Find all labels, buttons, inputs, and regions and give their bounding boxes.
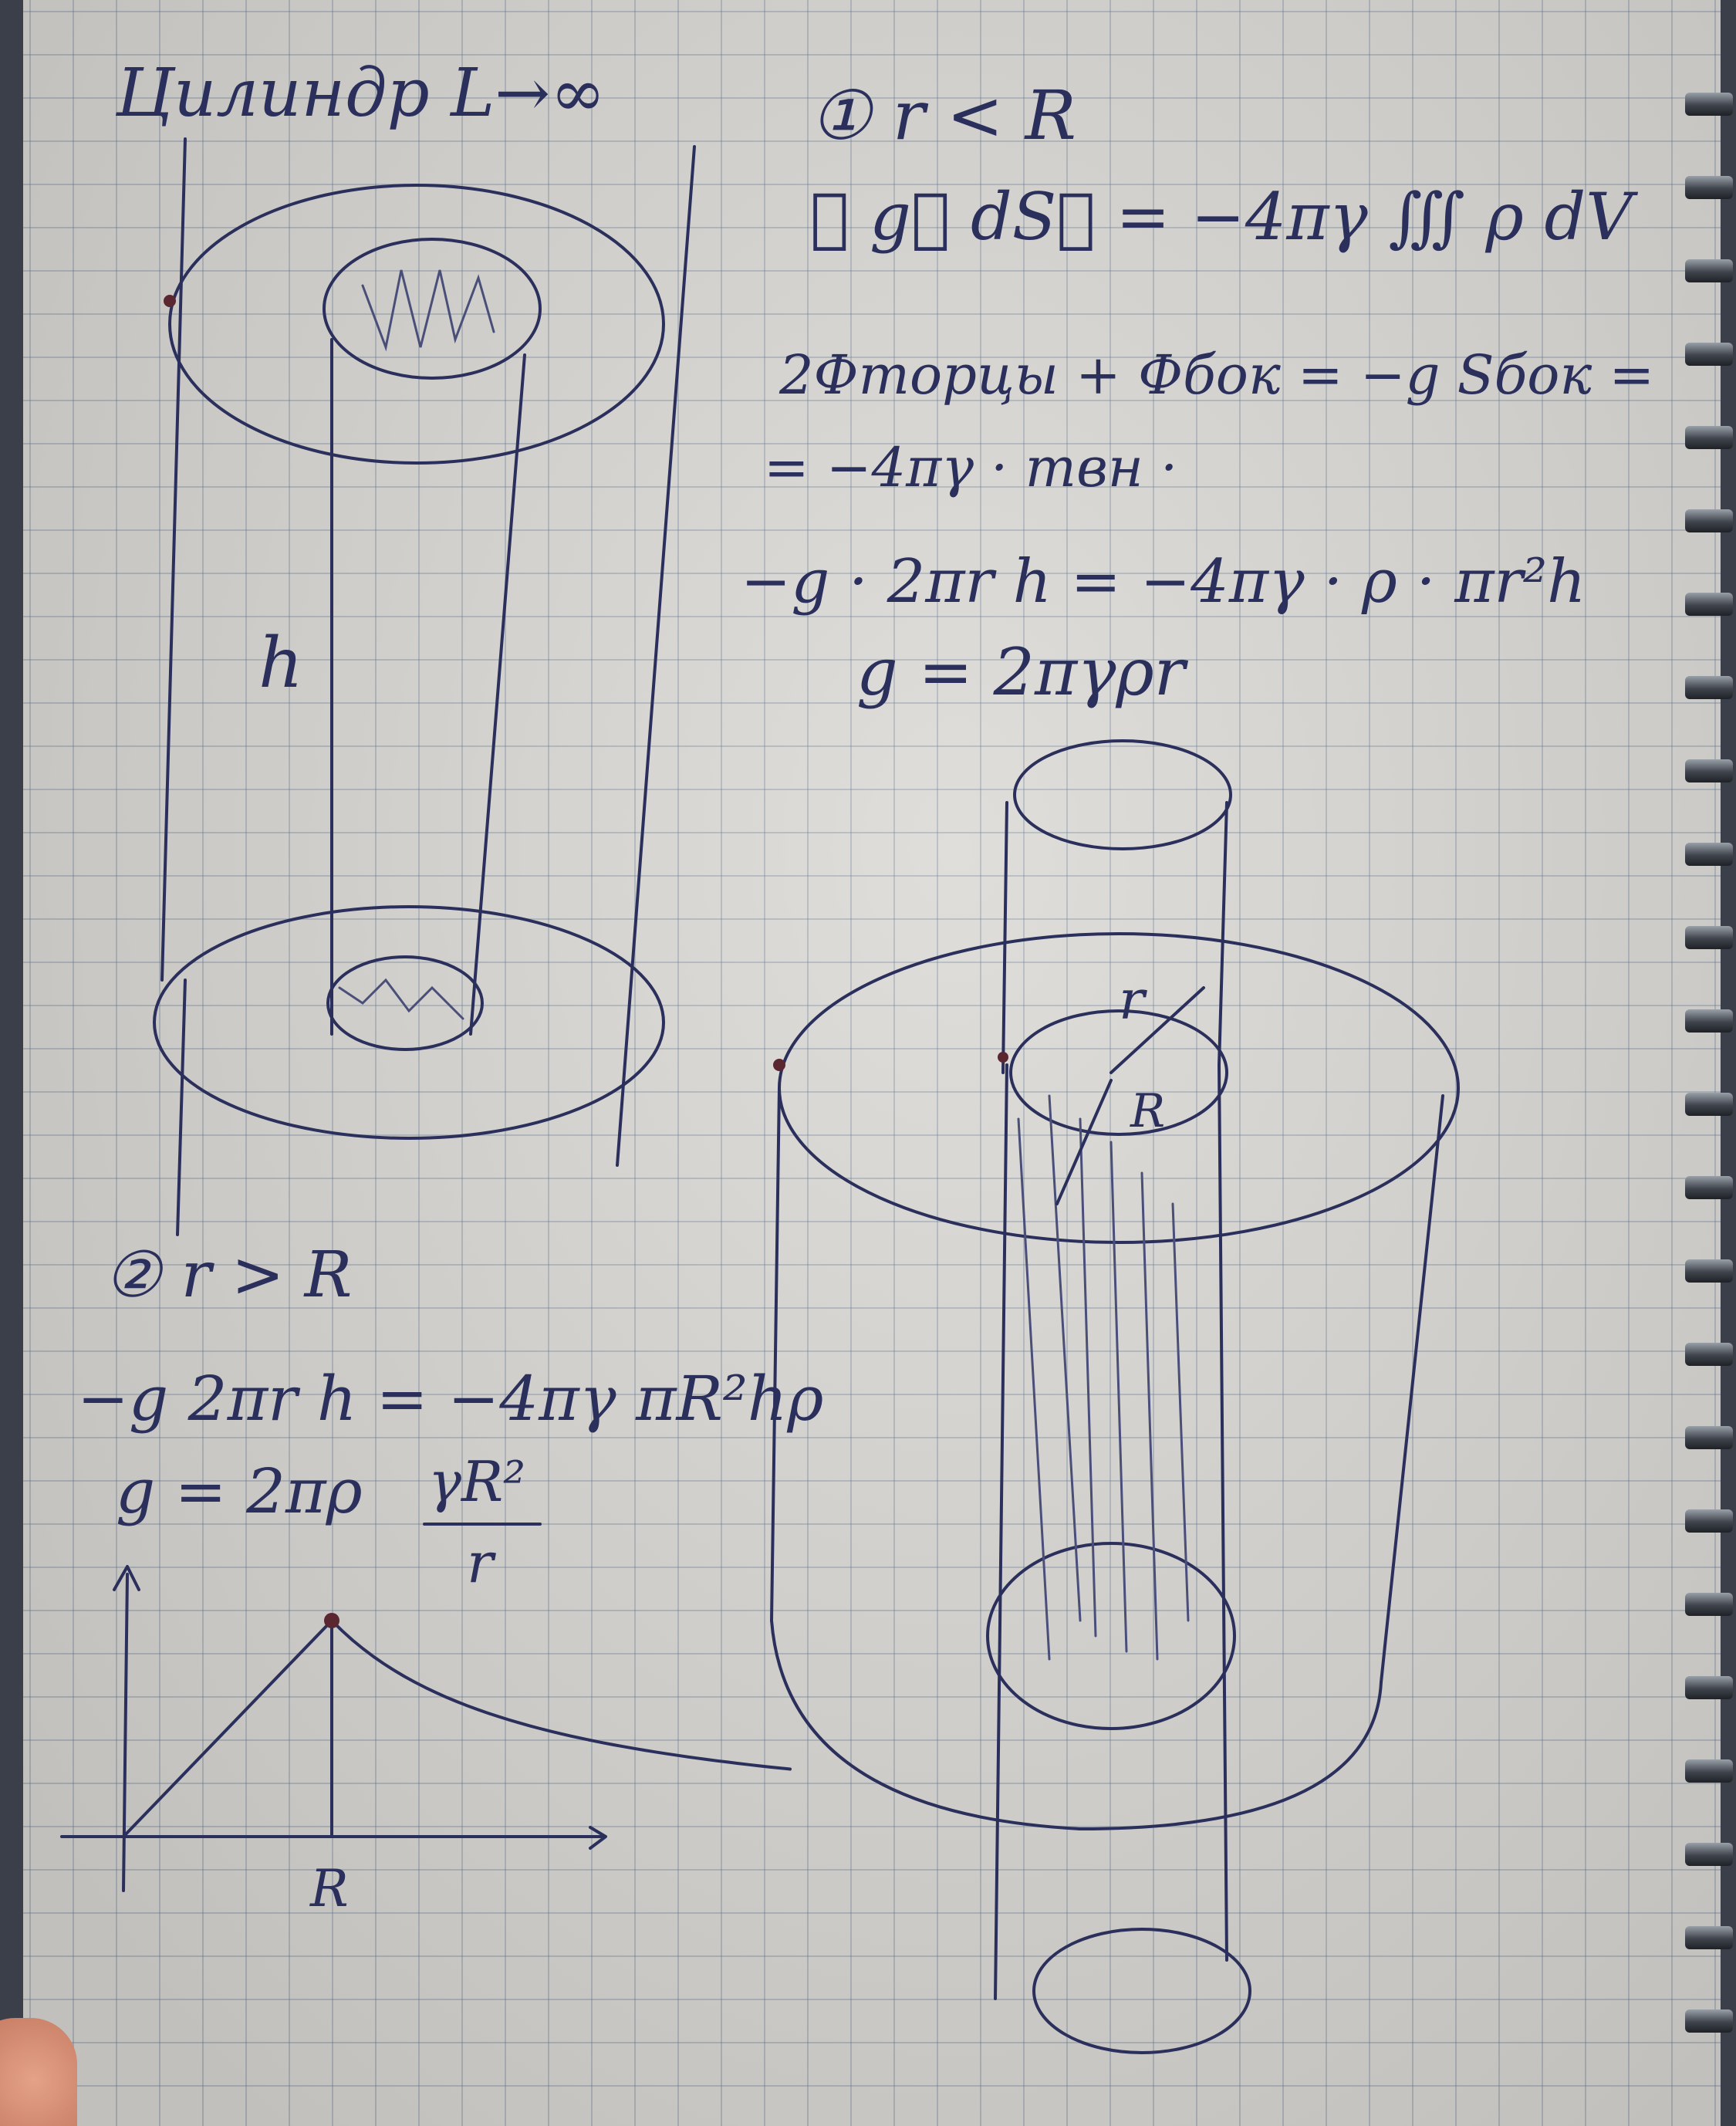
spiral-ring [1685,509,1733,532]
case1-derivation: ① r < R ∯ g⃗ dS⃗ = −4πγ ∭ ρ dV 2Фторцы +… [741,76,1654,710]
spiral-ring [1685,1259,1733,1283]
field-curve [122,1619,792,1838]
spiral-ring [1685,1009,1733,1033]
field-graph: R [60,1565,792,1918]
y-axis [122,1573,129,1892]
spiral-ring [1685,843,1733,866]
spiral-ring [1685,1676,1733,1699]
spiral-ring [1685,926,1733,949]
axis-tick-label: R [309,1859,349,1918]
y-axis-arrow [113,1565,140,1591]
spiral-ring [1685,343,1733,366]
spiral-binding [1682,0,1736,2126]
radius-small-label: r [1119,968,1147,1032]
case1-gauss-law: ∯ g⃗ dS⃗ = −4πγ ∭ ρ dV [810,179,1638,255]
spiral-ring [1685,1093,1733,1116]
spiral-ring [1685,593,1733,616]
spiral-ring [1685,676,1733,699]
right-cylinder-drawing: r R [770,739,1460,2054]
case2-equation-line: −g 2πr h = −4πγ πR²hρ [77,1363,823,1435]
case2-result-prefix: g = 2πρ [116,1455,363,1527]
height-label: h [258,623,303,704]
spiral-ring [1685,1759,1733,1783]
case2-condition: ② r > R [104,1239,352,1312]
left-cylinder-drawing: h [153,137,696,1236]
radius-big-label: R [1130,1084,1165,1138]
case1-condition: ① r < R [810,76,1076,155]
spiral-ring [1685,1176,1733,1199]
case1-equation-line: −g · 2πr h = −4πγ · ρ · πr²h [741,547,1586,617]
spiral-ring [1685,1843,1733,1866]
case1-mass-line: = −4πγ · mвн · [764,436,1177,499]
spiral-ring [1685,1593,1733,1616]
x-axis-arrow [589,1826,607,1850]
spiral-ring [1685,759,1733,782]
case1-result: g = 2πγρr [856,634,1189,710]
spiral-ring [1685,259,1733,282]
case2-result-numerator: γR² [428,1449,525,1514]
spiral-ring [1685,93,1733,116]
case2-derivation: ② r > R −g 2πr h = −4πγ πR²hρ g = 2πρ γR… [77,1239,823,1595]
finger [0,2018,77,2126]
spiral-ring [1685,426,1733,449]
case1-flux-line: 2Фторцы + Фбок = −g Sбок = [778,343,1654,407]
spiral-ring [1685,2009,1733,2033]
spiral-ring [1685,1426,1733,1449]
spiral-ring [1685,176,1733,199]
title-text: Цилиндр L→∞ [115,55,606,132]
spiral-ring [1685,1509,1733,1533]
spiral-ring [1685,1926,1733,1949]
spiral-ring [1685,1343,1733,1366]
peak-point [324,1613,339,1628]
case2-result-denominator: r [467,1530,496,1595]
